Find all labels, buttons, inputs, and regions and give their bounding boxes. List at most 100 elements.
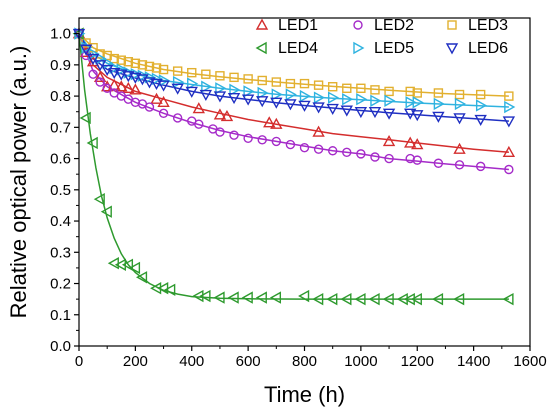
data-point-led3 [313,80,324,90]
data-point-led5 [475,99,488,112]
data-point-led3 [342,83,352,93]
x-tick-label: 1600 [513,353,546,370]
data-point-led3 [271,77,282,87]
data-point-led1 [213,108,227,120]
data-point-led5 [243,85,255,98]
data-point-led2 [215,127,225,137]
data-point-led1 [263,116,276,128]
data-point-led6 [122,71,135,83]
data-point-led3 [137,60,148,70]
x-tick-label: 1200 [401,353,434,370]
data-point-led2 [144,102,155,112]
data-point-led6 [227,92,241,105]
legend-label-led6: LED6 [468,40,508,57]
data-point-led1 [122,81,135,93]
data-point-led4 [298,289,310,303]
data-point-led1 [404,136,417,148]
data-point-led1 [157,95,170,108]
data-point-led2 [194,119,204,129]
y-tick-label: 0.5 [50,182,71,199]
data-point-led6 [298,100,311,112]
data-point-led6 [108,67,121,80]
legend-label-led5: LED5 [374,40,414,57]
y-tick-label: 0.4 [50,213,71,230]
legend-label-led2: LED2 [374,17,414,34]
data-point-led5 [356,93,368,106]
data-point-led3 [327,82,338,92]
data-point-led2 [370,152,380,162]
fit-line-led4 [78,33,509,300]
data-point-led4 [100,205,112,218]
data-point-led3 [151,63,162,73]
legend-label-led1: LED1 [278,17,318,34]
data-point-led3 [433,88,444,98]
data-point-led2 [475,161,486,172]
data-point-led2 [243,133,253,143]
y-tick-label: 0.8 [50,88,71,105]
y-axis-title: Relative optical power (a.u.) [6,46,31,319]
data-point-led3 [257,75,267,86]
data-point-led2 [130,97,141,108]
legend-marker-led5 [353,41,365,55]
data-point-led6 [171,83,184,95]
data-point-led3 [130,58,141,68]
data-point-led4 [164,283,176,296]
data-point-led2 [454,160,465,170]
data-point-led5 [504,100,516,114]
data-point-led4 [502,292,514,306]
data-point-led5 [370,94,382,107]
data-point-led4 [410,292,422,306]
fit-line-led2 [78,33,509,171]
data-point-led6 [150,78,163,91]
data-point-led2 [81,50,91,61]
data-point-led1 [115,80,128,92]
data-point-led5 [454,97,466,111]
data-point-led6 [241,94,255,106]
data-point-led3 [187,67,197,78]
data-point-led2 [95,77,105,87]
data-point-led5 [271,88,283,101]
data-point-led6 [213,91,227,103]
data-point-led1 [453,142,466,154]
data-point-led1 [270,117,283,129]
data-point-led3 [370,85,380,95]
data-point-led5 [299,89,311,103]
data-point-led4 [340,292,352,306]
legend-marker-led1 [255,18,269,30]
data-point-led2 [172,113,183,123]
data-point-led4 [128,261,141,275]
data-point-led4 [199,289,211,303]
data-markers [72,27,516,306]
data-point-led3 [405,86,415,97]
data-point-led6 [312,102,325,114]
data-point-led2 [433,158,444,168]
data-point-led3 [299,78,310,89]
data-point-led3 [158,64,169,75]
data-point-led4 [453,292,465,306]
x-tick-label: 400 [179,353,204,370]
data-point-led6 [340,105,353,117]
data-point-led3 [123,57,134,67]
data-point-led1 [192,102,205,114]
x-tick-label: 600 [236,353,261,370]
data-point-led6 [86,53,100,66]
x-tick-label: 0 [75,353,83,370]
data-point-led4 [269,291,282,304]
data-point-led6 [326,103,339,116]
data-point-led3 [285,78,296,89]
data-point-led4 [368,292,380,306]
data-point-led2 [299,142,310,153]
data-point-led6 [382,108,396,120]
data-point-led5 [327,91,340,104]
data-point-led3 [102,50,112,61]
data-point-led2 [257,135,267,145]
data-point-led2 [412,155,422,165]
y-tick-label: 0.1 [50,307,71,324]
data-point-led2 [356,149,366,159]
data-point-led5 [313,91,326,104]
data-point-led3 [229,72,239,83]
data-point-led4 [121,258,134,271]
legend-marker-led6 [445,43,459,55]
data-point-led3 [454,89,465,100]
